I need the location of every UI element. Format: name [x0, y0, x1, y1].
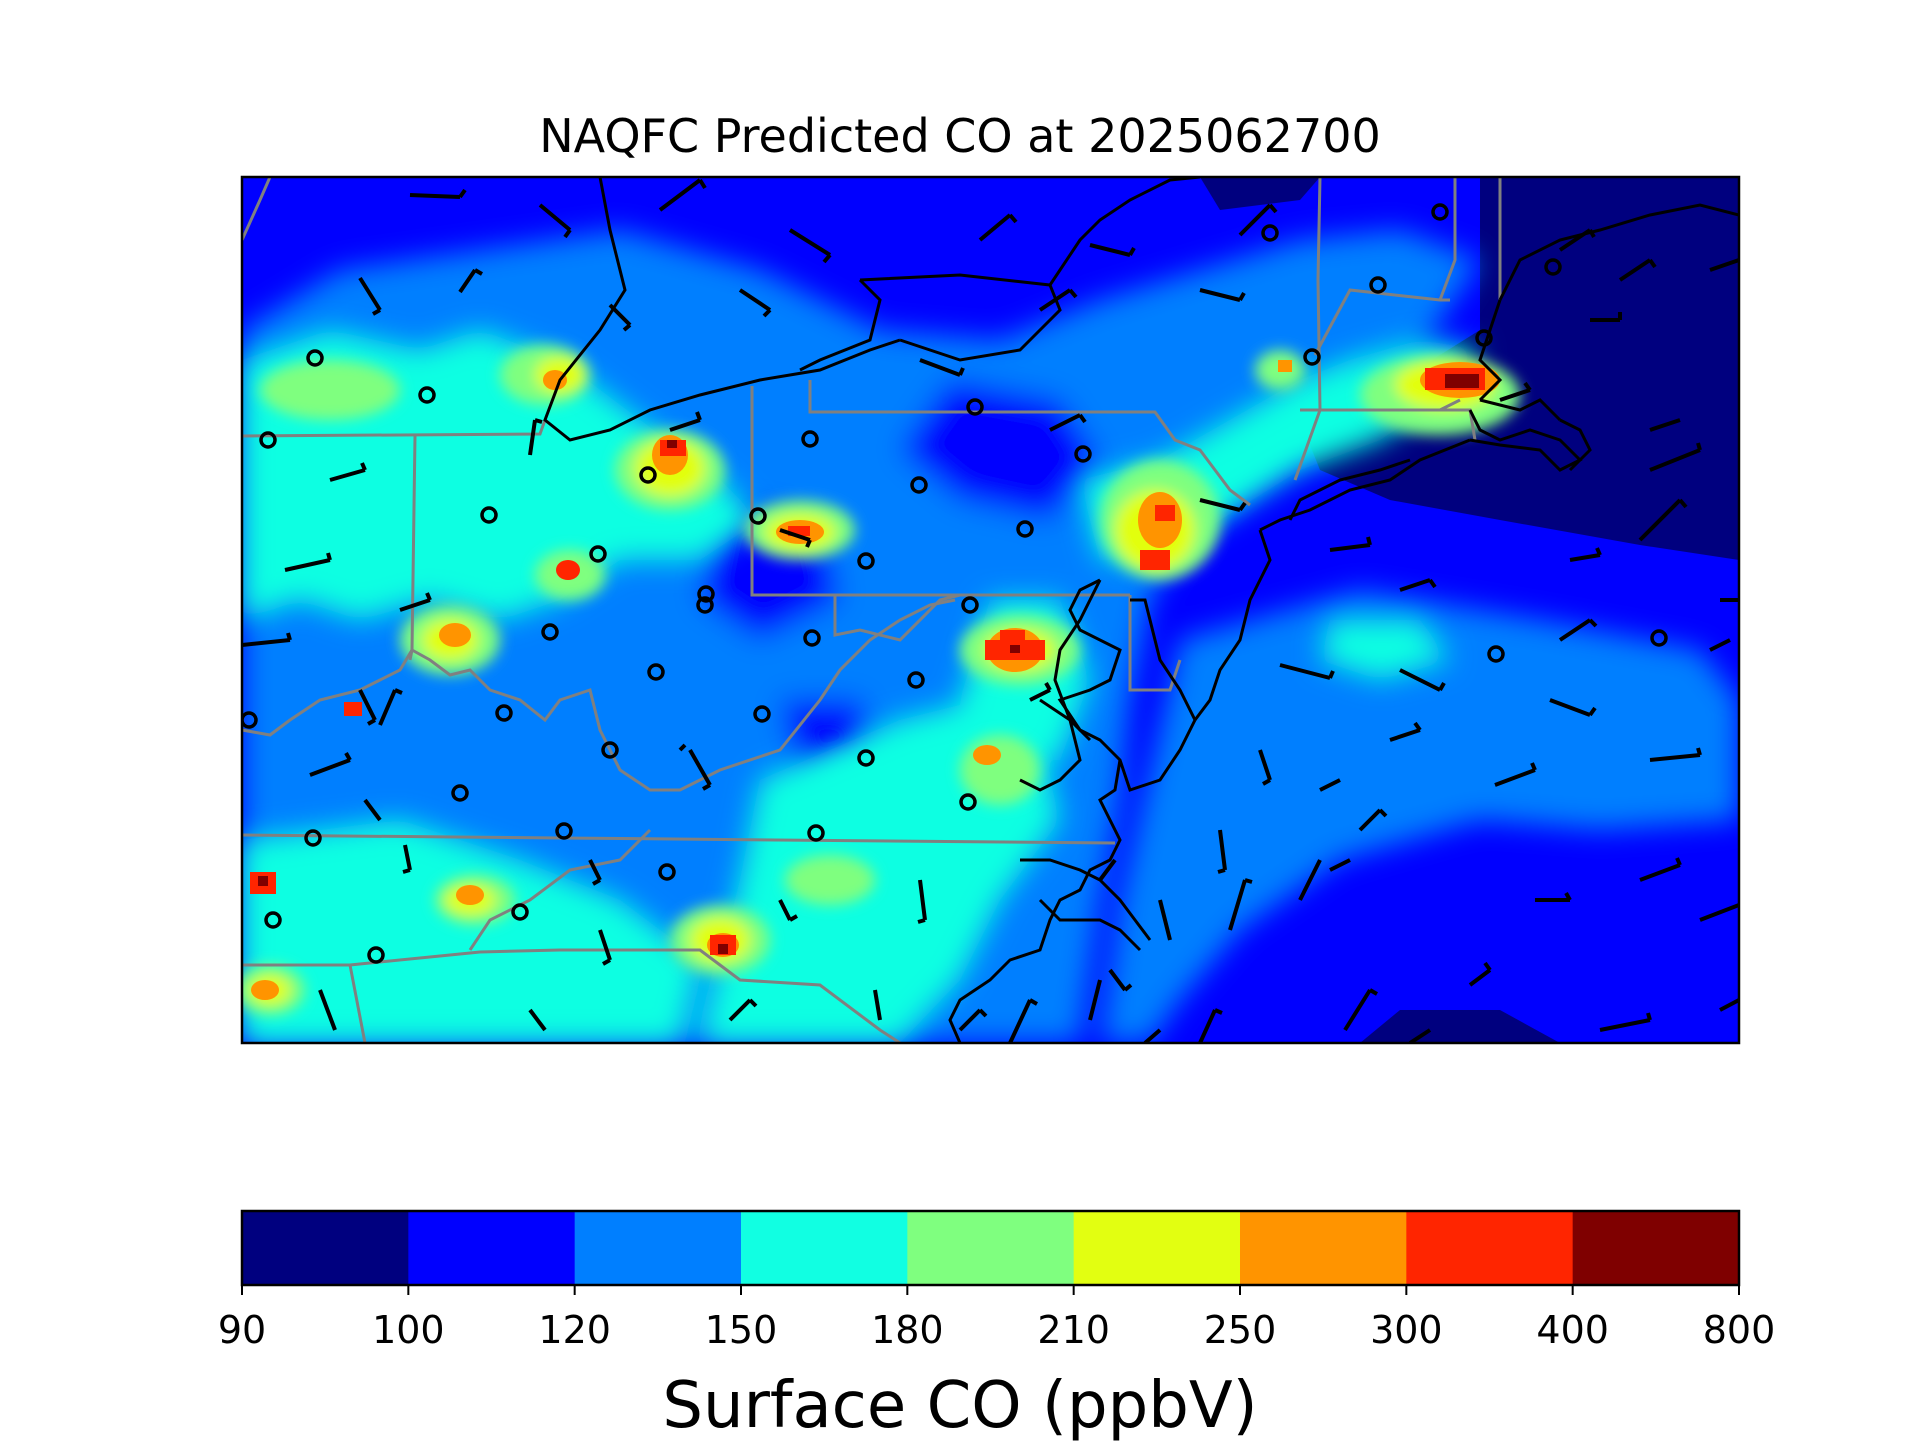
colorbar-segment — [1240, 1211, 1407, 1285]
colorbar-tick-label: 90 — [217, 1308, 267, 1352]
station-markers — [242, 203, 1668, 964]
map-frame — [240, 175, 1741, 1045]
state-boundaries — [242, 177, 1502, 1043]
colorbar-segment — [1572, 1211, 1740, 1285]
colorbar-tick-label: 180 — [871, 1308, 944, 1352]
wind-barbs — [242, 178, 1739, 1043]
colorbar-frame — [240, 1209, 1741, 1287]
hotspots — [250, 360, 1500, 1000]
colorbar-segment — [1073, 1211, 1241, 1285]
colorbar-segment — [907, 1211, 1075, 1285]
colorbar-tick-label: 300 — [1370, 1308, 1443, 1352]
colorbar-tick-label: 150 — [704, 1308, 778, 1352]
colorbar-tick-label: 120 — [538, 1308, 611, 1352]
colorbar-segment — [242, 1211, 409, 1285]
colorbar-label: Surface CO (ppbV) — [662, 1369, 1258, 1443]
coastlines — [543, 177, 1739, 1043]
colorbar-segment — [408, 1211, 576, 1285]
colorbar-tick-label: 210 — [1037, 1308, 1110, 1352]
map-title: NAQFC Predicted CO at 2025062700 — [539, 109, 1381, 163]
colorbar — [242, 1211, 1740, 1285]
colorbar-segment — [1406, 1211, 1574, 1285]
concentration-field — [242, 177, 1739, 1043]
colorbar-tick-label: 100 — [372, 1308, 445, 1352]
colorbar-segment — [574, 1211, 742, 1285]
colorbar-tick-label: 400 — [1536, 1308, 1609, 1352]
colorbar-tickmarks — [241, 1285, 1740, 1295]
colorbar-segment — [741, 1211, 908, 1285]
colorbar-tick-label: 800 — [1702, 1308, 1776, 1352]
colorbar-tick-label: 250 — [1203, 1308, 1277, 1352]
